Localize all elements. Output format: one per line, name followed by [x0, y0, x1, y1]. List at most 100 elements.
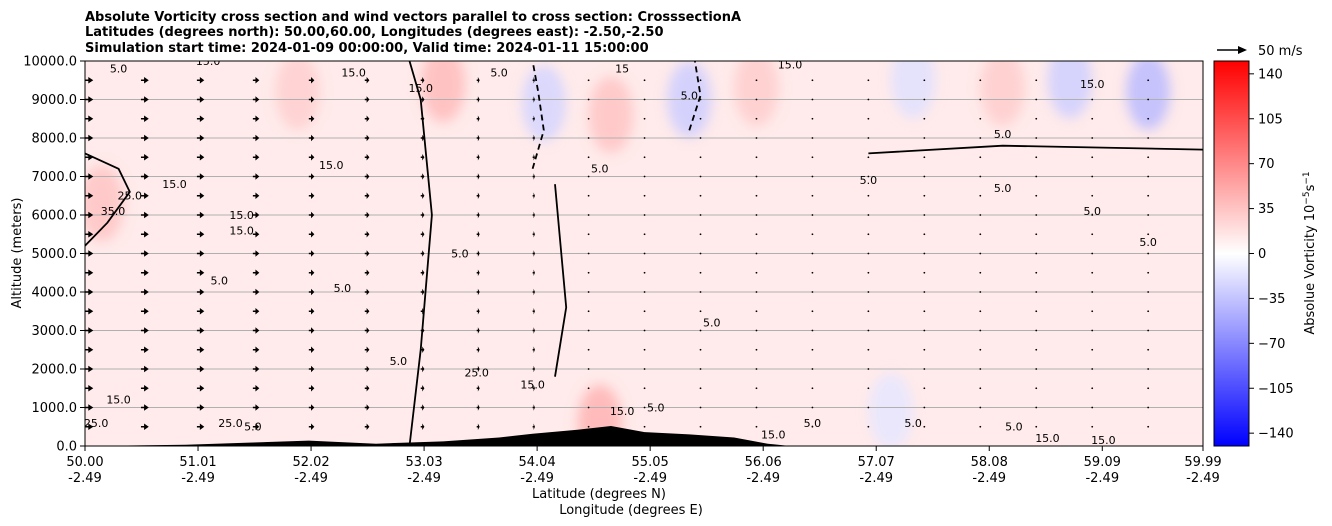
wind-vector [699, 79, 702, 82]
wind-vector [196, 346, 205, 353]
vorticity-feature [980, 61, 1025, 126]
wind-vector [643, 117, 646, 120]
wind-vector [811, 233, 814, 236]
wind-key: 50 m/s [1217, 44, 1303, 59]
wind-vector [643, 214, 646, 216]
wind-vector [364, 173, 370, 180]
wind-vector [420, 308, 425, 315]
wind-vector [1147, 156, 1150, 159]
wind-vector [140, 96, 149, 103]
wind-vector [252, 192, 260, 199]
wind-vector [1035, 271, 1038, 274]
wind-vector [1035, 425, 1038, 428]
wind-vector [85, 192, 94, 199]
colorbar-tick-label: 35 [1258, 202, 1275, 217]
wind-vector [532, 192, 535, 199]
wind-vector [755, 310, 758, 313]
wind-vector [532, 288, 535, 296]
contour-label: 5.0 [1139, 236, 1157, 249]
wind-vector [532, 115, 535, 122]
wind-vector [252, 288, 260, 296]
colorbar-tick-label: 0 [1258, 247, 1266, 262]
wind-vector [755, 117, 758, 120]
wind-vector [1147, 310, 1150, 313]
wind-vector [643, 291, 646, 293]
wind-vector [85, 77, 94, 84]
wind-vector [755, 425, 758, 428]
wind-vector [1147, 175, 1150, 178]
wind-vector [1091, 194, 1094, 197]
x-tick-label-longitude: -2.49 [859, 471, 893, 486]
y-tick-label: 1000.0 [32, 401, 78, 416]
wind-vector [420, 365, 425, 373]
y-tick-label: 10000.0 [23, 55, 77, 70]
wind-vector [1035, 117, 1038, 120]
wind-vector [532, 154, 535, 161]
wind-vector [699, 175, 702, 178]
contour-label: 5.0 [1083, 205, 1101, 218]
wind-vector [420, 115, 425, 122]
contour-label: 25.0 [118, 190, 143, 203]
wind-vector [140, 231, 149, 238]
wind-vector [420, 269, 425, 276]
wind-vector [923, 194, 926, 197]
wind-vector [308, 154, 315, 161]
wind-vector [252, 211, 260, 219]
wind-vector [923, 214, 926, 216]
wind-vector [699, 348, 702, 351]
colorbar-ticks: 140 105 70 35 0 −35 −70 −105 −140 [1249, 67, 1294, 442]
wind-vector [252, 327, 260, 334]
contour-label: 5.0 [211, 274, 229, 287]
wind-vector [867, 137, 870, 139]
wind-vector [85, 308, 94, 315]
x-tick-label-latitude: 50.00 [66, 455, 103, 470]
wind-vector [196, 231, 205, 238]
wind-vector [979, 291, 982, 293]
contour-label: 5.0 [904, 417, 922, 430]
wind-vector [811, 271, 814, 274]
wind-vector [420, 192, 425, 199]
wind-vector [587, 329, 590, 332]
wind-vector [420, 327, 425, 334]
wind-vector [979, 348, 982, 351]
wind-vector [532, 327, 535, 334]
wind-vector [587, 117, 590, 120]
x-tick-label-latitude: 53.03 [405, 455, 442, 470]
wind-vector [196, 192, 205, 199]
wind-vector [420, 173, 425, 180]
wind-vector [923, 79, 926, 82]
wind-vector [1035, 310, 1038, 313]
wind-vector [867, 175, 870, 178]
wind-vector [1035, 252, 1038, 255]
wind-vector [755, 137, 758, 139]
wind-vector [364, 346, 370, 353]
wind-vector [587, 194, 590, 197]
wind-vector [699, 98, 702, 101]
wind-vector [1091, 117, 1094, 120]
wind-vector [811, 329, 814, 332]
wind-vector [811, 348, 814, 351]
wind-vector [643, 425, 646, 428]
wind-vector [308, 308, 315, 315]
contour-label: 5.0 [703, 317, 721, 330]
title-line-1: Absolute Vorticity cross section and win… [85, 10, 741, 25]
wind-vector [364, 231, 370, 238]
wind-vector [755, 329, 758, 332]
x-tick-label-longitude: -2.49 [294, 471, 328, 486]
wind-vector [364, 115, 370, 122]
wind-vector [587, 425, 590, 428]
vorticity-feature [891, 61, 936, 119]
wind-vector [979, 271, 982, 274]
wind-vector [85, 115, 94, 122]
contour-label: 15.0 [778, 59, 803, 72]
wind-vector [979, 406, 982, 409]
wind-vector [308, 365, 315, 373]
wind-vector [587, 291, 590, 293]
wind-vector [811, 156, 814, 159]
wind-vector [979, 387, 982, 390]
wind-vector [532, 385, 535, 392]
vorticity-feature [1126, 61, 1171, 130]
y-tick-label: 9000.0 [32, 93, 78, 108]
wind-vector [867, 348, 870, 351]
